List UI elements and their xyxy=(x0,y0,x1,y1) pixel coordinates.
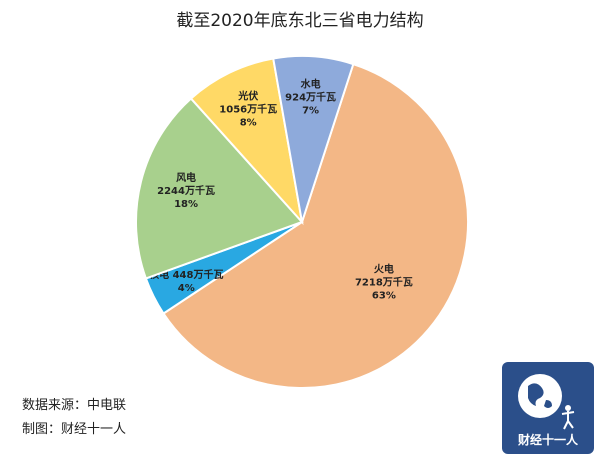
chart-title: 截至2020年底东北三省电力结构 xyxy=(176,11,424,31)
pie-slice-4 xyxy=(272,55,355,223)
pie-slice-2 xyxy=(135,97,304,280)
slice-label-3: 光伏 1056万千瓦 8% xyxy=(219,90,277,129)
chart-maker-text: 制图：财经十一人 xyxy=(22,422,127,437)
slice-label-0: 火电 7218万千瓦 63% xyxy=(355,262,413,301)
data-source-text: 数据来源：中电联 xyxy=(22,398,127,413)
globe-icon xyxy=(518,374,575,430)
pie-slice-3 xyxy=(189,57,304,226)
publisher-logo: 财经十一人 xyxy=(502,362,594,454)
pie-slice-0 xyxy=(162,62,469,389)
slice-label-4: 水电 924万千瓦 7% xyxy=(285,77,336,116)
logo-text: 财经十一人 xyxy=(517,433,578,447)
slice-label-2: 风电 2244万千瓦 18% xyxy=(157,171,215,210)
